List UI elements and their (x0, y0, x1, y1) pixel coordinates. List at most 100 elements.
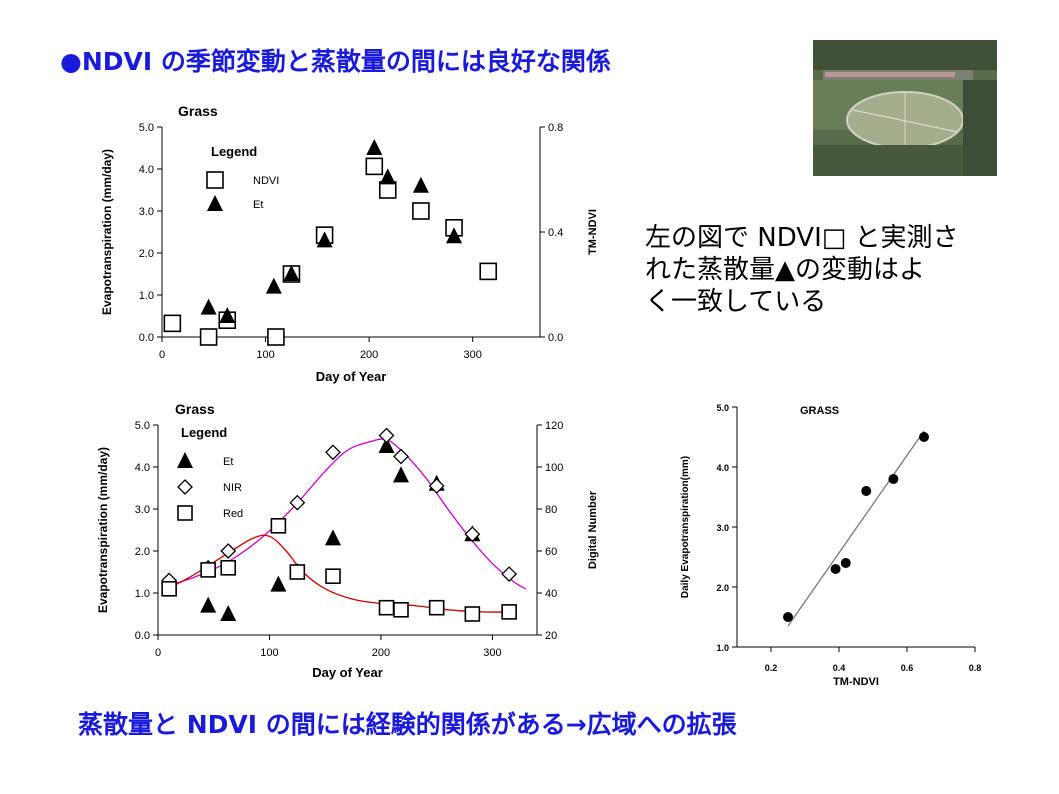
data-point-ndvi (365, 157, 384, 176)
x-axis-label: Day of Year (316, 369, 387, 384)
x-tick-label: 0.4 (833, 663, 846, 673)
data-point-et (379, 168, 396, 185)
data-point-et (393, 466, 410, 483)
data-point-red (200, 562, 216, 578)
legend-title: Legend (211, 144, 257, 159)
y-tick-label: 5.0 (135, 420, 150, 432)
side-note-line-3: く一致している (645, 287, 827, 317)
data-point-ndvi (378, 181, 397, 199)
slide-title: ●NDVI の季節変動と蒸散量の間には良好な関係 (60, 47, 611, 76)
x-tick-label: 0.2 (765, 663, 778, 673)
data-point-point (919, 432, 929, 442)
y2-tick-label: 20 (545, 630, 557, 642)
legend-title: Legend (181, 425, 227, 440)
data-point-nir (289, 494, 306, 511)
data-point-nir (428, 477, 445, 494)
y-tick-label: 5.0 (139, 122, 154, 134)
data-point-et (428, 474, 445, 491)
legend-marker-ndvi (206, 171, 224, 189)
data-point-red (464, 606, 481, 622)
data-point-et (200, 596, 217, 613)
data-point-red (220, 559, 237, 576)
y-tick-label: 2.0 (135, 546, 150, 558)
data-point-nir (464, 526, 481, 543)
aerial-photo (813, 40, 997, 176)
legend-marker-nir (177, 479, 193, 495)
legend-label-red: Red (223, 508, 243, 520)
data-point-point (888, 474, 899, 484)
legend-marker-et (207, 195, 223, 211)
side-note: 左の図で NDVI□ と実測さ れた蒸散量▲の変動はよ く一致している (645, 222, 1015, 318)
y-tick-label: 4.0 (716, 463, 729, 473)
data-point-et (316, 231, 333, 248)
data-point-et (446, 227, 463, 244)
data-point-ndvi (479, 262, 498, 281)
chart-title: GRASS (800, 405, 839, 417)
x-tick-label: 0 (159, 349, 165, 361)
y-axis-label: Evapotranspiration (mm/day) (100, 149, 114, 315)
data-point-et (200, 298, 217, 315)
data-point-nir (220, 543, 237, 559)
y2-tick-label: 0.4 (548, 227, 563, 239)
y-tick-label: 0.0 (135, 630, 150, 642)
y2-tick-label: 120 (545, 420, 563, 432)
data-point-nir (393, 448, 409, 465)
y-tick-label: 3.0 (139, 206, 154, 218)
legend-label-ndvi: NDVI (253, 175, 279, 187)
data-point-point (830, 564, 841, 574)
data-point-red (270, 517, 287, 534)
y2-tick-label: 80 (545, 504, 557, 516)
x-tick-label: 100 (256, 349, 274, 361)
data-point-nir (501, 566, 518, 583)
y2-axis-label: TM-NDVI (587, 209, 599, 255)
chart-title: Grass (178, 103, 218, 119)
y-axis-label: Evapotranspiration (mm/day) (96, 447, 110, 613)
y2-tick-label: 0.8 (548, 122, 563, 134)
data-point-ndvi (163, 314, 182, 333)
legend-marker-red (177, 505, 193, 521)
data-point-ndvi (218, 311, 237, 330)
data-point-nir (378, 427, 395, 444)
x-tick-label: 200 (372, 647, 390, 659)
bottom-message: 蒸散量と NDVI の間には経験的関係がある→広域への拡張 (78, 710, 737, 739)
y2-tick-label: 60 (545, 546, 557, 558)
data-point-red (393, 601, 409, 618)
y-tick-label: 3.0 (716, 523, 729, 533)
data-point-red (378, 599, 395, 616)
data-point-point (861, 486, 872, 496)
data-point-nir (161, 572, 178, 589)
data-point-red (289, 564, 306, 580)
data-point-et (464, 525, 481, 542)
legend-label-et: Et (223, 456, 233, 468)
data-point-et (289, 563, 306, 579)
data-point-ndvi (282, 265, 301, 283)
data-point-ndvi (412, 202, 430, 220)
fit-line (163, 438, 527, 590)
data-point-ndvi (315, 226, 334, 244)
x-axis-label: Day of Year (312, 665, 383, 680)
data-point-ndvi (267, 328, 285, 346)
data-point-et (219, 307, 236, 323)
side-note-line-1: 左の図で NDVI□ と実測さ (645, 223, 959, 253)
data-point-ndvi (445, 219, 463, 237)
data-point-et (270, 575, 287, 592)
data-point-nir (200, 559, 217, 576)
y2-axis-label: Digital Number (587, 490, 599, 569)
y-tick-label: 1.0 (135, 588, 150, 600)
data-point-point (783, 612, 793, 622)
data-point-et (325, 529, 342, 546)
fit-line (163, 534, 515, 613)
data-point-red (161, 580, 177, 597)
x-axis-label: TM-NDVI (833, 676, 879, 688)
data-point-et (283, 265, 300, 281)
y-tick-label: 0.0 (139, 332, 154, 344)
y-tick-label: 2.0 (716, 583, 729, 593)
y-axis-label: Daily Evapotranspiration(mm) (680, 456, 691, 598)
data-point-point (840, 558, 851, 568)
y-tick-label: 4.0 (135, 462, 150, 474)
data-point-et (220, 605, 237, 621)
data-point-red (428, 599, 445, 616)
legend-marker-et (177, 452, 193, 468)
chart-title: Grass (175, 401, 215, 417)
y-tick-label: 1.0 (139, 290, 154, 302)
